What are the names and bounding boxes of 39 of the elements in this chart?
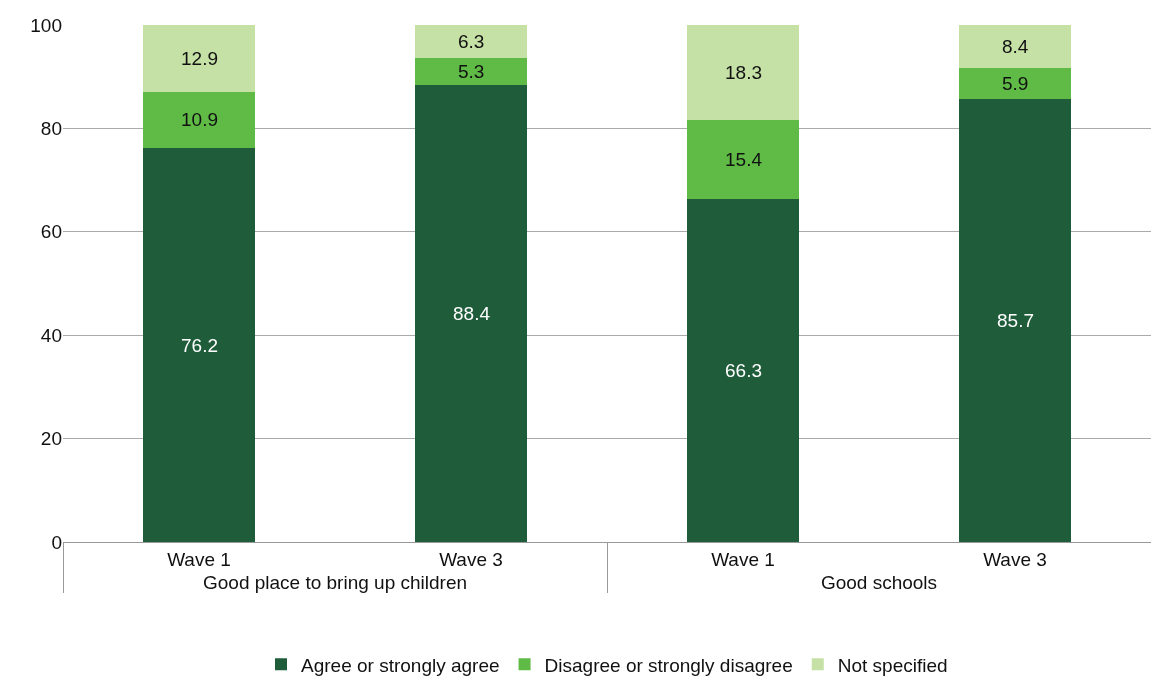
y-tick-label: 0 bbox=[51, 531, 62, 553]
y-tick-label: 80 bbox=[40, 118, 62, 140]
text: Good place to bring up children bbox=[202, 571, 468, 593]
data-label: 6.3 bbox=[458, 31, 485, 52]
data-label: 88.4 bbox=[453, 303, 491, 324]
data-label: 5.3 bbox=[458, 61, 485, 82]
bar bbox=[687, 119, 799, 200]
x-tick-label: Wave 3 bbox=[983, 548, 1047, 570]
data-label: 15.4 bbox=[725, 149, 763, 170]
x-tick-label: Wave 1 bbox=[711, 548, 775, 570]
bar bbox=[415, 84, 527, 542]
y-tick-label: 20 bbox=[40, 428, 62, 450]
y-tick-label: 100 bbox=[30, 14, 62, 36]
legend-label: Not specified bbox=[837, 654, 948, 676]
x-tick-label: Wave 3 bbox=[439, 548, 503, 570]
data-label: 66.3 bbox=[725, 360, 762, 381]
bar bbox=[959, 68, 1071, 99]
bar bbox=[687, 199, 799, 542]
bar bbox=[415, 57, 527, 85]
y-tick-label: 60 bbox=[40, 221, 62, 243]
data-label: 18.3 bbox=[725, 62, 762, 83]
data-label: 5.9 bbox=[1002, 73, 1029, 94]
y-tick-label: 40 bbox=[40, 324, 62, 346]
bar bbox=[959, 98, 1071, 542]
bar bbox=[687, 25, 799, 120]
legend-label: Disagree or strongly disagree bbox=[544, 654, 793, 676]
bar bbox=[143, 25, 255, 92]
bar bbox=[959, 25, 1071, 69]
text: Good schools bbox=[820, 571, 938, 593]
bar bbox=[143, 148, 255, 542]
data-label: 85.7 bbox=[997, 310, 1034, 331]
data-label: 12.9 bbox=[181, 48, 218, 69]
bar bbox=[415, 25, 527, 58]
data-label: 10.9 bbox=[181, 109, 218, 130]
data-label: 8.4 bbox=[1002, 36, 1029, 57]
x-tick-label: Wave 1 bbox=[167, 548, 231, 570]
bar bbox=[143, 91, 255, 149]
data-label: 76.2 bbox=[181, 335, 218, 356]
legend-label: Agree or strongly agree bbox=[301, 654, 500, 676]
